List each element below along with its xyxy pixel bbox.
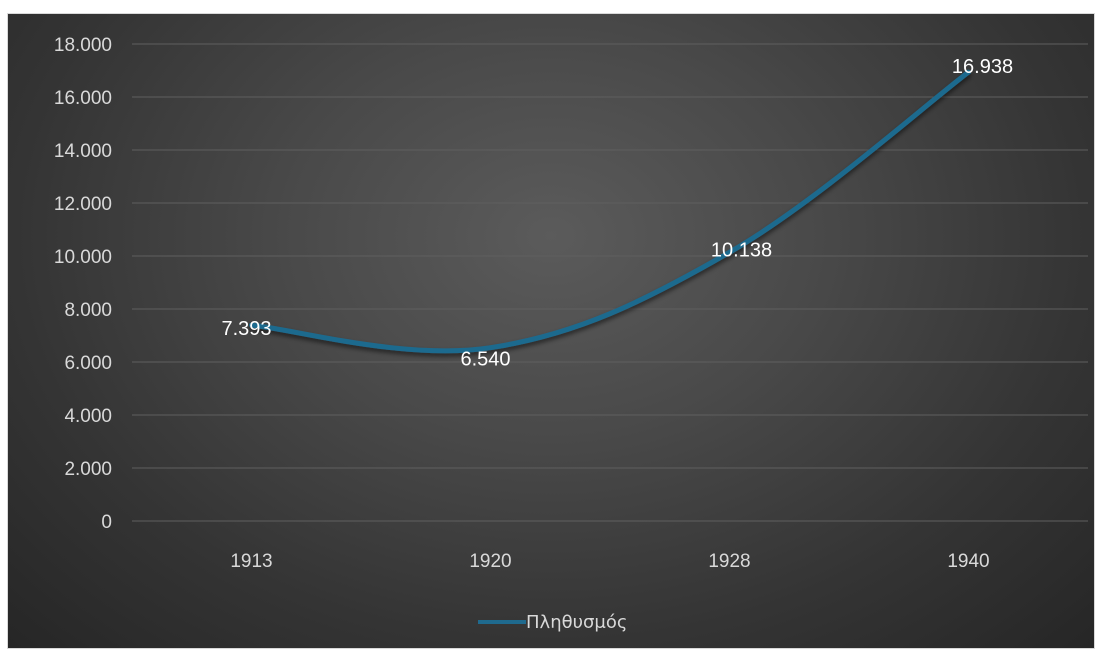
data-label: 10.138: [711, 239, 772, 261]
x-tick-label: 1920: [469, 551, 511, 572]
y-tick-label: 10.000: [54, 247, 112, 268]
x-tick-label: 1940: [947, 551, 989, 572]
line-chart: 0 2.000 4.000 6.000 8.000 10.000 12.000 14.000 1…: [54, 35, 1088, 633]
series-line: [249, 69, 971, 354]
y-tick-label: 16.000: [54, 88, 112, 109]
legend-label: Πληθυσμός: [526, 612, 627, 633]
data-label: 16.938: [952, 56, 1013, 78]
legend: Πληθυσμός: [478, 612, 627, 633]
y-tick-label: 4.000: [64, 406, 112, 427]
y-tick-label: 18.000: [54, 35, 112, 56]
y-tick-label: 14.000: [54, 141, 112, 162]
x-tick-label: 1913: [230, 551, 272, 572]
y-tick-label: 12.000: [54, 194, 112, 215]
y-tick-label: 6.000: [64, 353, 112, 374]
data-label: 7.393: [221, 318, 271, 340]
y-tick-label: 2.000: [64, 459, 112, 480]
chart-area: 0 2.000 4.000 6.000 8.000 10.000 12.000 14.000 1…: [7, 13, 1095, 649]
y-tick-label: 8.000: [64, 300, 112, 321]
data-label: 6.540: [460, 349, 510, 371]
x-tick-label: 1928: [708, 551, 750, 572]
y-tick-label: 0: [101, 512, 112, 533]
